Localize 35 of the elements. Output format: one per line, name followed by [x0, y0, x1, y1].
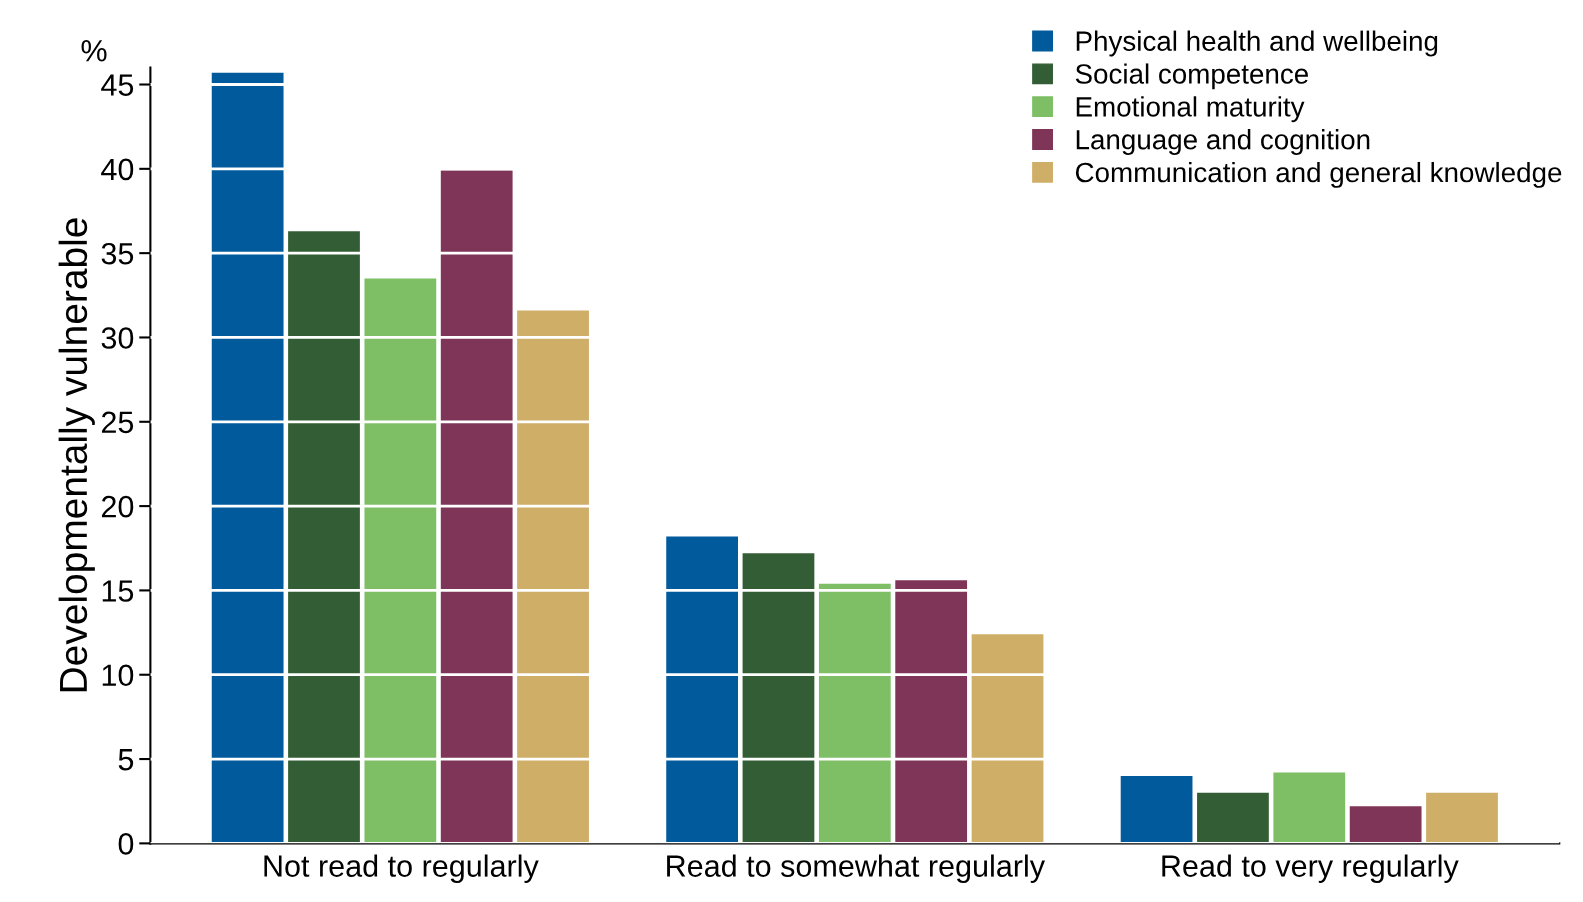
bar	[211, 72, 284, 844]
y-tick-label: 10	[102, 664, 134, 687]
legend-label: Social competence	[1075, 63, 1308, 90]
y-tick-label: 20	[101, 495, 134, 518]
x-tick-label: Not read to regularly	[264, 854, 539, 883]
bar	[288, 231, 360, 844]
y-tick-label: 25	[101, 411, 134, 434]
y-tick-label: 15	[102, 580, 134, 602]
y-tick-label: 0	[118, 833, 134, 855]
legend-label: Physical health and wellbeing	[1076, 30, 1438, 57]
bar	[1273, 772, 1346, 844]
bar	[895, 580, 968, 844]
y-tick-label: 45	[101, 74, 134, 96]
x-tick-label: Read to very regularly	[1162, 854, 1459, 883]
bar	[1120, 775, 1193, 844]
text: %	[81, 40, 107, 62]
y-tick-label: 5	[118, 749, 134, 771]
bar	[818, 583, 891, 844]
y-tick-label: 35	[101, 242, 134, 265]
bar	[1197, 792, 1269, 844]
bar	[666, 536, 738, 844]
legend-label: Communication and general knowledge	[1075, 161, 1562, 188]
bar	[971, 634, 1044, 844]
bar	[517, 310, 589, 844]
bar	[364, 278, 437, 844]
bar	[1426, 792, 1498, 844]
y-tick-label: 30	[101, 327, 134, 349]
y-tick-label: 40	[101, 158, 134, 181]
legend-label: Emotional maturity	[1076, 96, 1305, 123]
bar	[440, 170, 513, 844]
bar	[742, 553, 815, 844]
legend-label: Language and cognition	[1076, 129, 1370, 155]
bar	[1349, 806, 1422, 844]
x-tick-label: Read to somewhat regularly	[667, 854, 1045, 883]
y-axis-title: Developmentally vulnerable	[58, 218, 95, 692]
